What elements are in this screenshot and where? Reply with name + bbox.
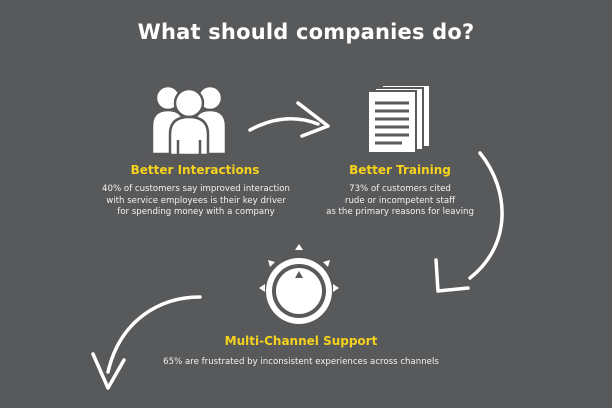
description-multi-channel-support: 65% are frustrated by inconsistent exper… <box>130 357 472 369</box>
people-icon <box>151 84 227 156</box>
heading-multi-channel-support: Multi-Channel Support <box>224 334 378 348</box>
description-line: 40% of customers say improved interactio… <box>102 184 290 194</box>
description-better-training: 73% of customers cited rude or incompete… <box>300 184 500 219</box>
description-line: with service employees is their key driv… <box>106 195 286 206</box>
description-line: rude or incompetent staff <box>344 195 456 206</box>
description-better-interactions: 40% of customers say improved interactio… <box>80 184 312 219</box>
arrow-right-icon <box>248 101 330 138</box>
heading-better-training: Better Training <box>349 163 451 177</box>
description-line: 65% are frustrated by inconsistent exper… <box>163 357 439 367</box>
arrow-curve-down-icon <box>434 151 504 293</box>
page-title: What should companies do? <box>137 20 475 44</box>
heading-better-interactions: Better Interactions <box>130 163 260 177</box>
description-line: 73% of customers cited <box>349 184 451 194</box>
documents-icon <box>367 84 431 154</box>
arrow-curve-left-icon <box>91 295 202 390</box>
description-line: for spending money with a company <box>117 207 275 217</box>
description-line: as the primary reasons for leaving <box>326 207 474 217</box>
dial-icon <box>259 244 339 324</box>
